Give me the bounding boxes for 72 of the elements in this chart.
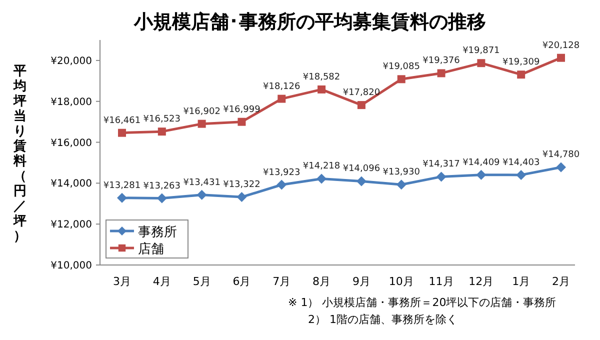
point <box>476 170 486 180</box>
point <box>196 190 207 200</box>
point <box>477 59 486 68</box>
point <box>238 118 246 126</box>
data-label: ¥19,309 <box>502 58 540 68</box>
data-label: ¥13,431 <box>183 178 220 188</box>
data-label: ¥19,085 <box>382 62 420 72</box>
data-label: ¥16,523 <box>143 114 181 125</box>
point <box>118 128 126 137</box>
point <box>356 176 366 186</box>
data-label: ¥20,128 <box>542 40 580 51</box>
x-tick-label: 9月 <box>352 275 370 288</box>
point <box>397 75 406 84</box>
x-tick-label: 5月 <box>192 275 211 288</box>
y-tick-label: ¥12,000 <box>50 220 92 231</box>
data-label: ¥14,780 <box>542 150 580 160</box>
point <box>557 54 565 62</box>
data-label: ¥14,096 <box>342 164 380 174</box>
text: ※ 1） 小規模店舗・事務所＝20坪以下の店舗・事務所 <box>288 296 556 309</box>
y-tick-label: ¥16,000 <box>50 138 92 149</box>
text: 平均坪当り賃料（円／坪） <box>14 64 26 244</box>
data-label: ¥17,820 <box>342 88 380 98</box>
point <box>437 69 446 78</box>
data-label: ¥18,126 <box>263 82 301 92</box>
point <box>316 174 327 184</box>
data-label: ¥13,281 <box>103 180 141 191</box>
x-tick-label: 1月 <box>512 275 530 288</box>
point <box>236 192 247 202</box>
data-label: ¥19,871 <box>462 46 500 56</box>
data-label: ¥16,999 <box>223 104 261 115</box>
data-label: ¥19,376 <box>422 56 460 66</box>
point <box>117 192 127 203</box>
point <box>396 180 406 190</box>
y-tick-label: ¥20,000 <box>50 56 92 67</box>
x-tick-label: 3月 <box>113 275 131 288</box>
legend-label: 店舗 <box>138 241 164 257</box>
legend-label: 事務所 <box>138 225 177 240</box>
data-label: ¥16,902 <box>183 106 220 117</box>
data-label: ¥14,409 <box>462 158 500 168</box>
point <box>276 180 287 190</box>
x-tick-label: 7月 <box>272 275 291 288</box>
text: 2） 1階の店舗、事務所を除く <box>308 313 458 326</box>
point <box>158 128 166 136</box>
x-tick-label: 2月 <box>552 275 570 288</box>
data-label: ¥16,461 <box>103 116 141 126</box>
data-label: ¥14,403 <box>502 158 540 168</box>
y-tick-label: ¥18,000 <box>50 96 92 108</box>
point <box>516 170 526 180</box>
data-label: ¥14,317 <box>422 160 460 170</box>
data-label: ¥13,923 <box>263 168 300 178</box>
point <box>318 85 326 94</box>
point <box>278 94 286 103</box>
x-tick-label: 8月 <box>312 275 331 288</box>
point <box>156 193 167 204</box>
point <box>357 101 366 110</box>
x-tick-label: 4月 <box>152 275 171 288</box>
point <box>436 172 446 182</box>
x-tick-label: 12月 <box>468 275 494 288</box>
x-tick-label: 10月 <box>388 275 414 288</box>
data-label: ¥18,582 <box>302 72 340 82</box>
point <box>556 162 566 172</box>
data-label: ¥13,930 <box>382 168 420 178</box>
x-tick-label: 11月 <box>428 275 454 288</box>
y-tick-label: ¥14,000 <box>50 178 92 190</box>
data-label: ¥13,322 <box>223 180 260 190</box>
data-label: ¥14,218 <box>302 162 340 172</box>
chart-title: 小規模店舗･事務所の平均募集賃料の推移 <box>133 11 486 33</box>
data-label: ¥13,263 <box>143 181 181 192</box>
x-tick-label: 6月 <box>232 275 251 288</box>
point <box>517 70 526 79</box>
point <box>198 120 206 128</box>
y-tick-label: ¥10,000 <box>50 260 92 272</box>
